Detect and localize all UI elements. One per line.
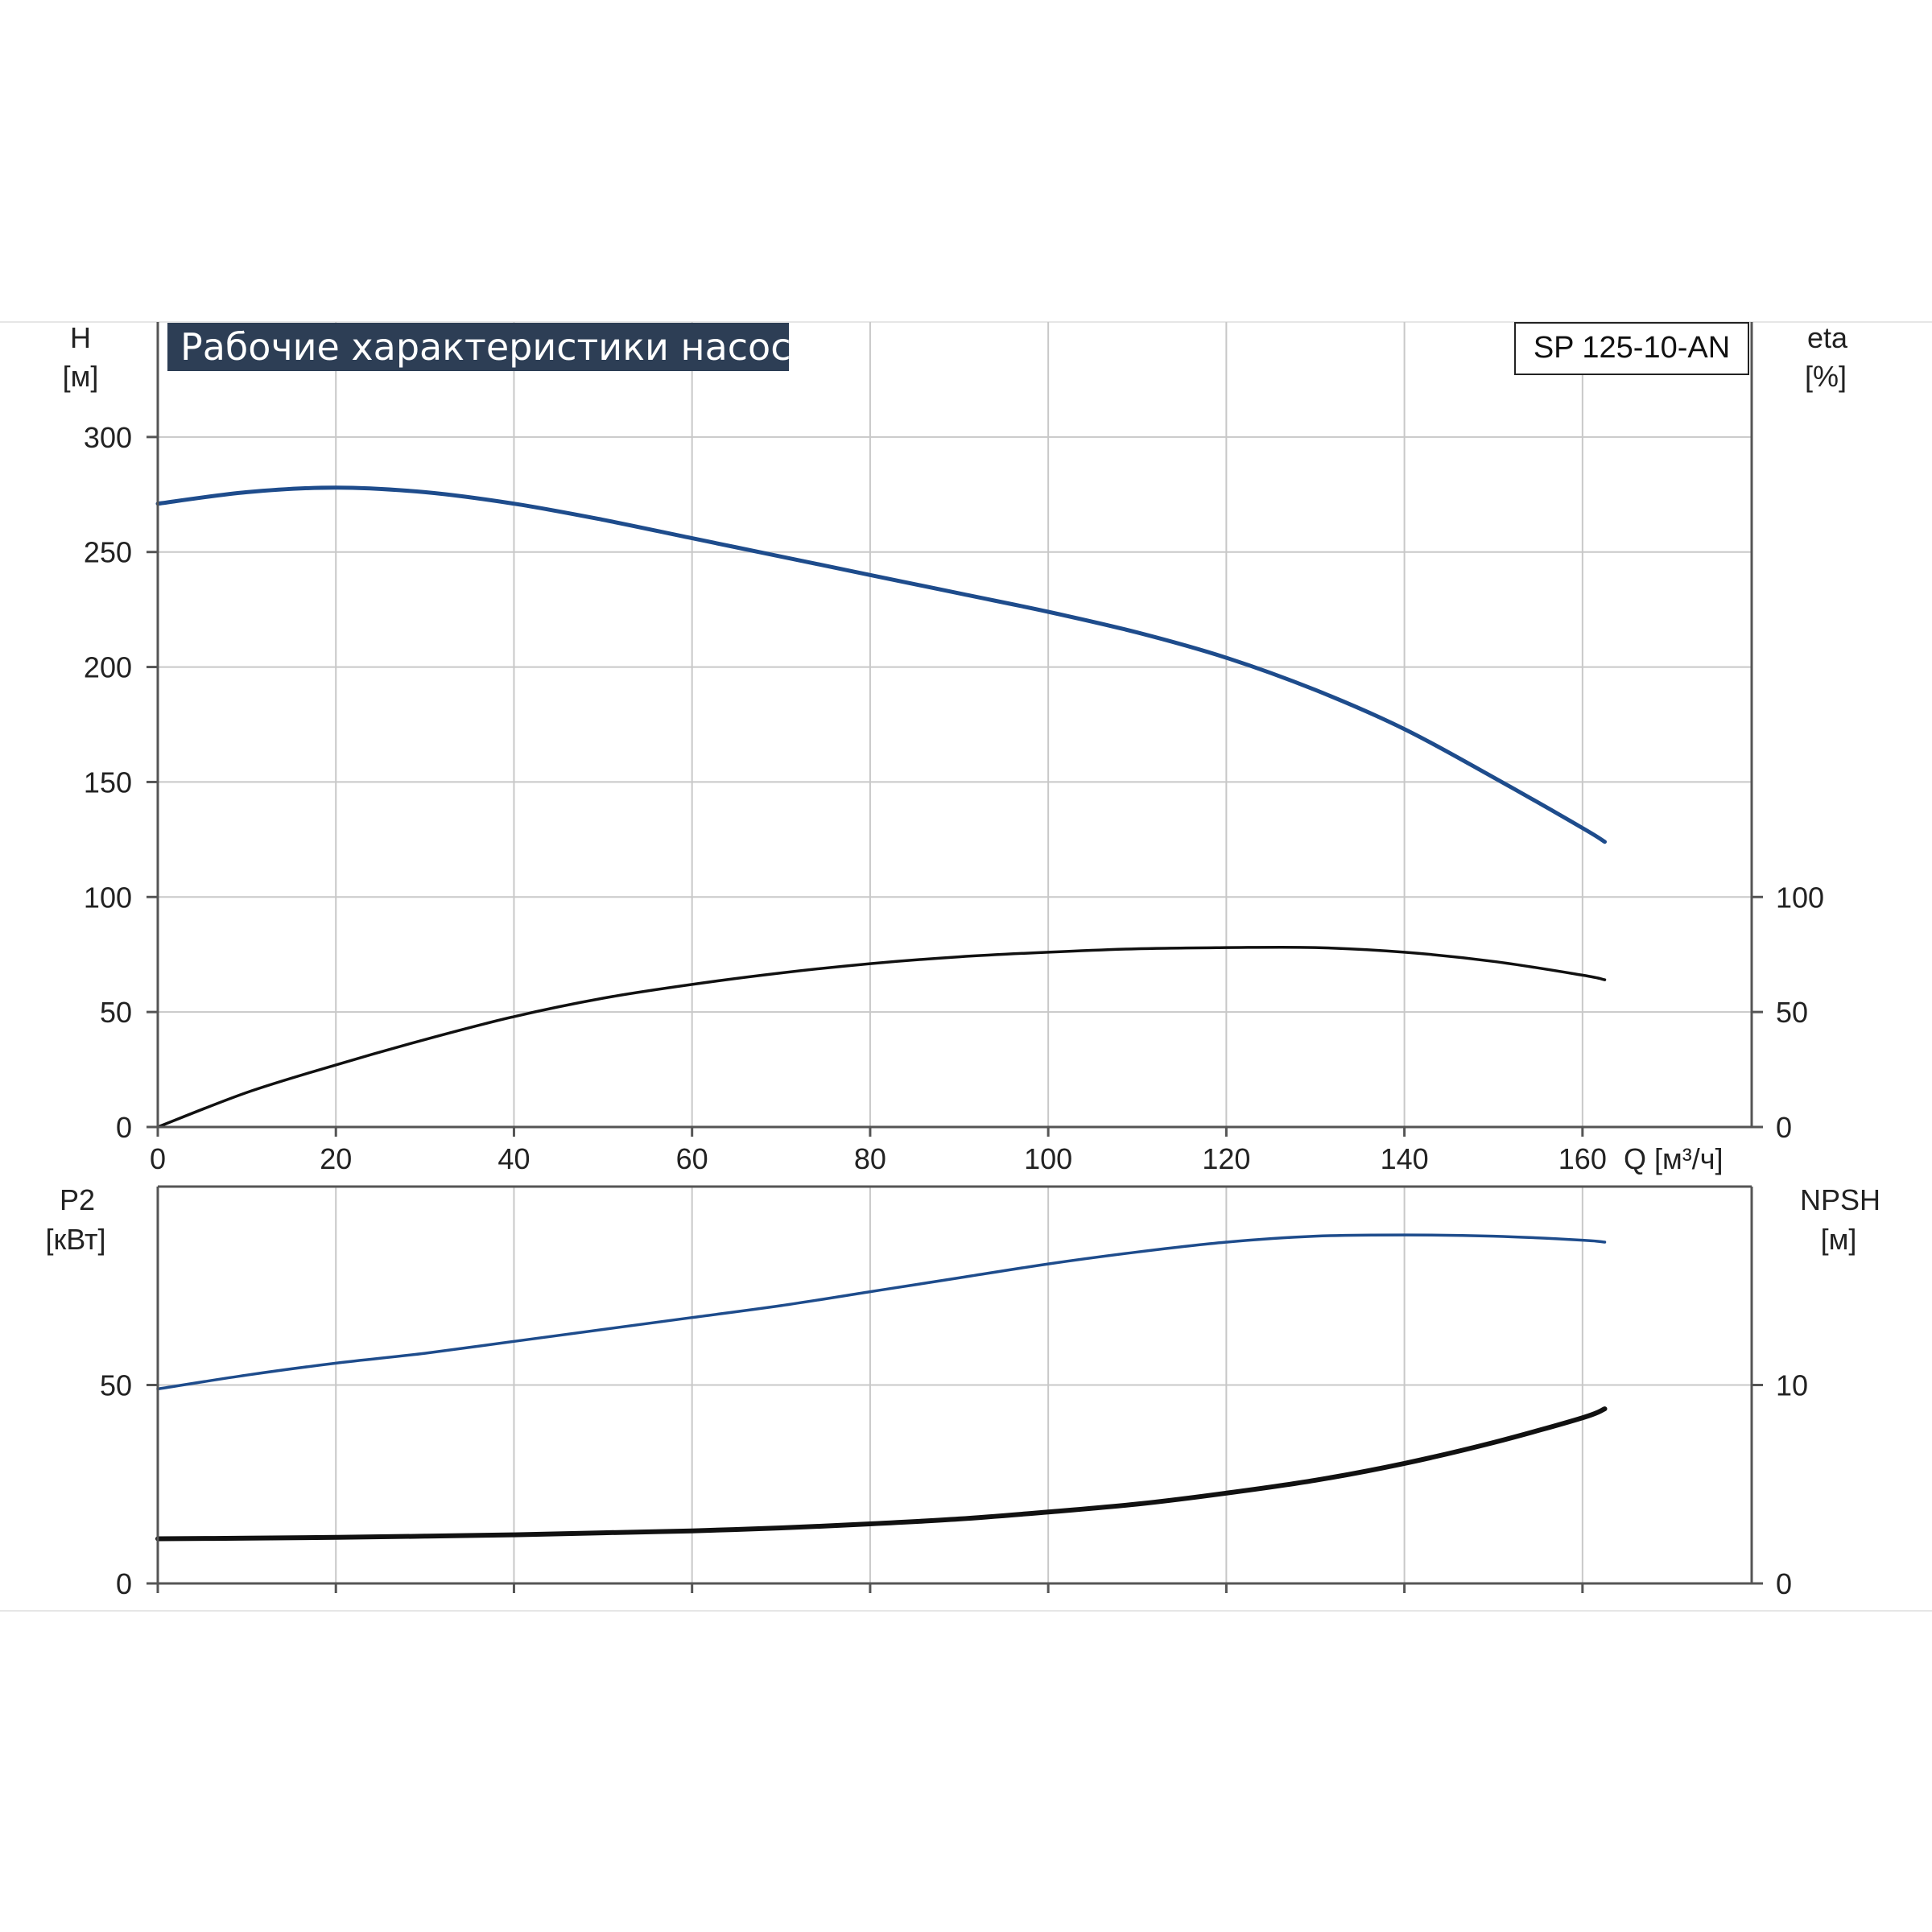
left-tick-label: 200 (84, 651, 132, 684)
p2-axis-title: P2 (60, 1183, 95, 1216)
right-tick-label: 100 (1776, 881, 1824, 914)
x-tick-label: 0 (150, 1142, 166, 1175)
curve-bottom-left-series (156, 1233, 1607, 1391)
left-tick-label: 0 (116, 1567, 132, 1600)
h-axis-unit: [м] (63, 360, 99, 393)
left-tick-label: 300 (84, 421, 132, 454)
h-axis-title: H (70, 321, 91, 354)
bottom-axes: 0 50 0 10 (100, 1187, 1808, 1600)
top-axes: 0 50 100 150 200 250 300 0 50 100 0 20 40 60 80 100 120 1… (84, 322, 1824, 1175)
left-tick-label: 50 (100, 996, 132, 1029)
p2-axis-unit: [кВт] (45, 1223, 105, 1256)
top-curves (155, 485, 1607, 1129)
curve-top-left-series (155, 485, 1607, 844)
model-label-box (1514, 322, 1749, 375)
npsh-axis-unit: [м] (1821, 1223, 1857, 1256)
x-tick-label: 160 (1558, 1142, 1607, 1175)
x-tick-label: 100 (1024, 1142, 1072, 1175)
right-tick-label: 0 (1776, 1111, 1792, 1144)
x-tick-label: 120 (1202, 1142, 1250, 1175)
right-tick-label: 10 (1776, 1369, 1808, 1402)
model-label: SP 125-10-AN (1534, 331, 1730, 365)
chart-title: Рабочие характеристики насоса (180, 325, 814, 369)
q-axis-title: Q [м³/ч] (1624, 1142, 1724, 1175)
right-tick-label: 0 (1776, 1567, 1792, 1600)
bottom-grid (158, 1185, 1752, 1583)
x-tick-label: 40 (497, 1142, 530, 1175)
x-tick-label: 20 (320, 1142, 352, 1175)
bottom-curves (155, 1233, 1608, 1542)
chart-title-background (167, 323, 789, 371)
right-tick-label: 50 (1776, 996, 1808, 1029)
curve-bottom-right-series (155, 1406, 1608, 1542)
curve-top-right-series (156, 945, 1607, 1129)
left-tick-label: 0 (116, 1111, 132, 1144)
left-tick-label: 50 (100, 1369, 132, 1402)
left-tick-label: 150 (84, 766, 132, 799)
eta-axis-title: eta (1807, 321, 1848, 354)
x-tick-label: 80 (854, 1142, 886, 1175)
x-tick-label: 140 (1381, 1142, 1429, 1175)
top-grid (158, 322, 1752, 1127)
left-tick-label: 100 (84, 881, 132, 914)
x-tick-label: 60 (676, 1142, 708, 1175)
eta-axis-unit: [%] (1805, 360, 1847, 393)
npsh-axis-title: NPSH (1800, 1183, 1880, 1216)
left-tick-label: 250 (84, 536, 132, 569)
